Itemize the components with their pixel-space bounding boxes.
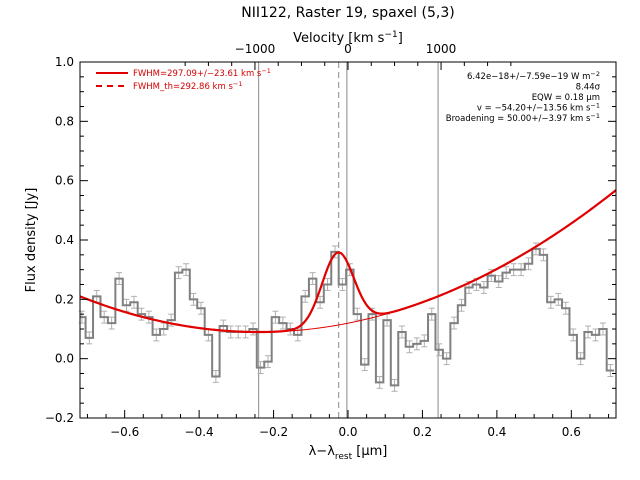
y-tick-label: 0.6: [55, 174, 74, 188]
data-step-line: [80, 247, 615, 387]
y-tick-label: 0.4: [55, 233, 74, 247]
top-tick-label: 0: [344, 42, 352, 56]
y-axis-label: Flux density [Jy]: [24, 188, 39, 293]
legend-label: FWHM=297.09+/−23.61 km s−1: [133, 67, 271, 79]
continuum-under-line: [274, 309, 402, 333]
top-tick-label: −1000: [235, 42, 276, 56]
x-axis-label: λ−λrest [μm]: [309, 444, 388, 462]
x-tick-label: −0.4: [185, 425, 214, 439]
x-tick-label: 0.4: [487, 425, 506, 439]
x-tick-label: 0.6: [562, 425, 581, 439]
axis-ticks: −0.6 −0.4 −0.2 0.0 0.2 0.4 0.6 −0.2 0.0 0.2 0.4 0.6…: [45, 42, 616, 439]
fit-annotation: 6.42e−18+/−7.59e−19 W m−2: [467, 70, 600, 82]
fit-annotation: EQW = 0.18 μm: [532, 93, 600, 103]
x-tick-label: −0.6: [110, 425, 139, 439]
x-tick-label: 0.0: [338, 425, 357, 439]
y-tick-label: 0.2: [55, 292, 74, 306]
x-tick-label: 0.2: [413, 425, 432, 439]
chart-title: NII122, Raster 19, spaxel (5,3): [241, 5, 454, 21]
plot-lines: [258, 62, 439, 418]
fit-annotation: Broadening = 50.00+/−3.97 km s−1: [446, 112, 600, 124]
y-tick-label: 0.0: [55, 352, 74, 366]
legend: FWHM=297.09+/−23.61 km s−1FWHM_th=292.86…: [96, 67, 271, 92]
top-axis-label: Velocity [km s−1]: [293, 30, 403, 46]
y-tick-label: 1.0: [55, 55, 74, 69]
x-tick-label: −0.2: [259, 425, 288, 439]
fit-annotation: 8.44σ: [576, 83, 601, 93]
legend-label: FWHM_th=292.86 km s−1: [133, 80, 242, 92]
top-tick-label: 1000: [426, 42, 457, 56]
y-tick-label: 0.8: [55, 114, 74, 128]
fit-annotation: v = −54.20+/−13.56 km s−1: [477, 102, 600, 114]
y-tick-label: −0.2: [45, 411, 74, 425]
fit-curve: [79, 189, 617, 334]
fit-layer: [79, 189, 617, 334]
